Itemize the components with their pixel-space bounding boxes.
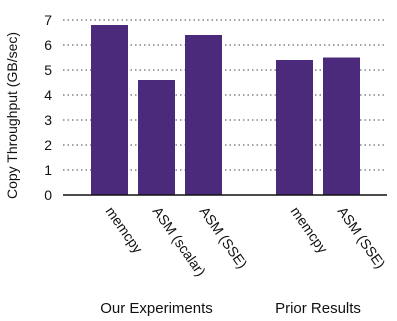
category-label: memcpy	[288, 204, 331, 257]
y-axis-label: Copy Throughput (GB/sec)	[4, 32, 20, 199]
y-tick-label: 2	[44, 137, 52, 153]
bar	[138, 80, 175, 195]
bar	[323, 57, 360, 195]
category-label: ASM (SSE)	[335, 204, 389, 272]
category-label: ASM (SSE)	[197, 204, 251, 272]
y-tick-label: 6	[44, 37, 52, 53]
group-label: Our Experiments	[100, 300, 213, 317]
group-labels: Our Experiments Prior Results	[100, 300, 361, 317]
category-label: memcpy	[103, 204, 146, 257]
y-tick-label: 3	[44, 112, 52, 128]
y-tick-label: 4	[44, 87, 52, 103]
y-tick-label: 0	[44, 187, 52, 203]
bar	[185, 35, 222, 195]
y-tick-labels: 0 1 2 3 4 5 6 7	[44, 12, 52, 203]
bar	[276, 60, 313, 195]
bars	[91, 25, 360, 195]
bar	[91, 25, 128, 195]
group-label: Prior Results	[275, 300, 361, 317]
y-tick-label: 5	[44, 62, 52, 78]
y-tick-label: 1	[44, 162, 52, 178]
y-tick-label: 7	[44, 12, 52, 28]
category-labels: memcpy ASM (scalar)ASM (SSE) memcpy ASM (SS…	[103, 204, 389, 279]
